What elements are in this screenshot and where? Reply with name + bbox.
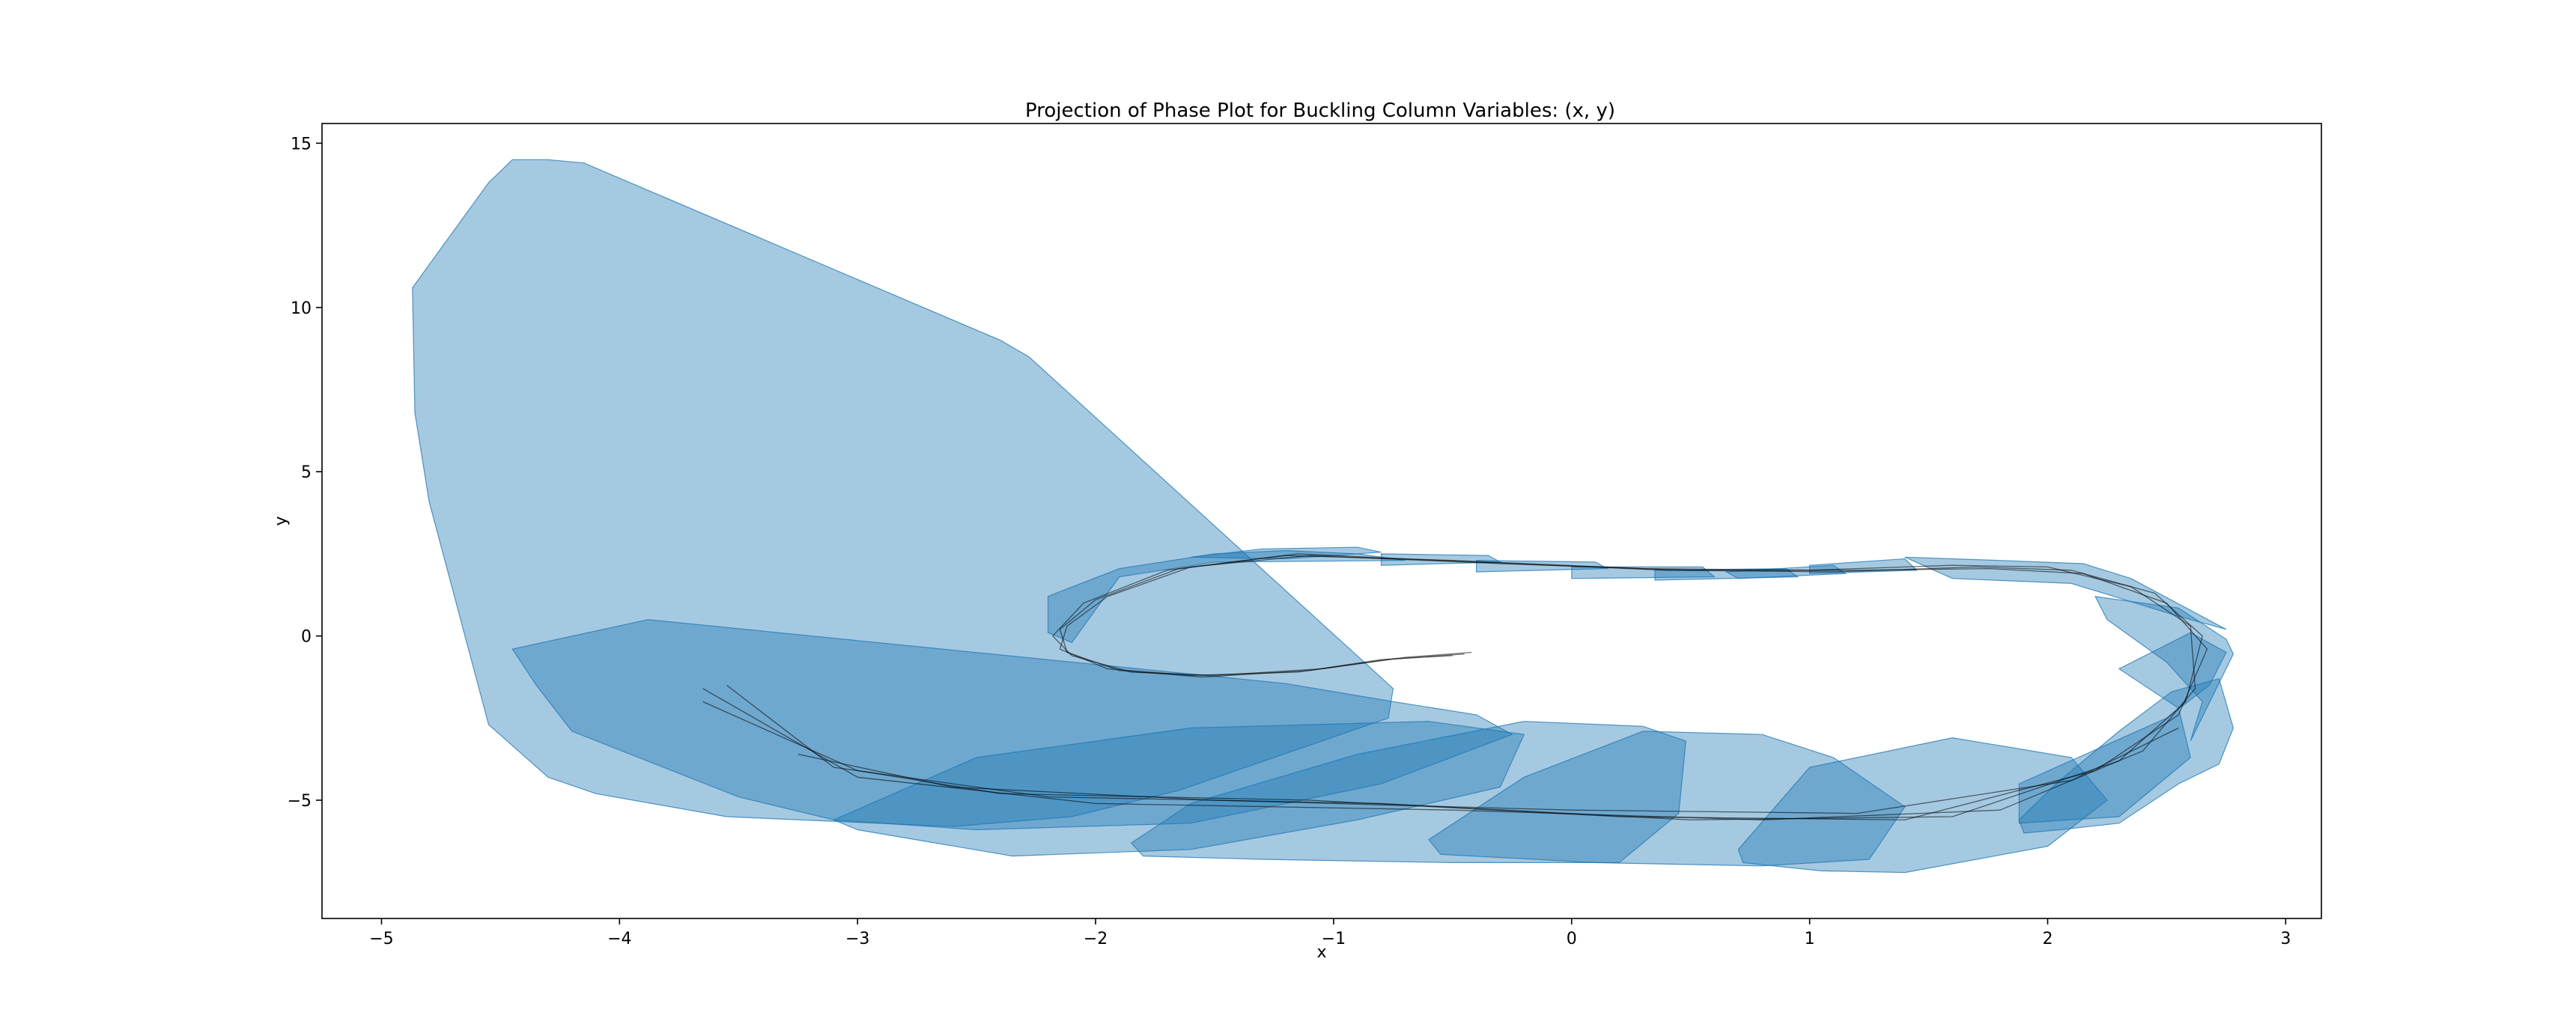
y-axis-label: y — [272, 516, 291, 525]
x-tick-label: −4 — [607, 930, 631, 948]
x-tick-label: −1 — [1322, 930, 1346, 948]
y-tick-label: −5 — [288, 792, 312, 811]
x-tick-label: 0 — [1567, 930, 1577, 948]
x-tick-label: −3 — [845, 930, 869, 948]
x-tick-label: 3 — [2280, 930, 2291, 948]
trajectory-line-3 — [702, 555, 2208, 820]
x-tick-label: 2 — [2042, 930, 2053, 948]
trajectory-line-4 — [798, 727, 2179, 814]
trajectory-line-2 — [726, 553, 2203, 820]
x-axis-ticks: −5 −4 −3 −2 −1 0 1 2 3 — [369, 918, 2291, 948]
x-tick-label: −5 — [369, 930, 393, 948]
x-tick-label: 1 — [1805, 930, 1815, 948]
plot-frame — [321, 123, 2322, 919]
trajectory-lines — [702, 553, 2208, 820]
reachable-set-polygon-8 — [2018, 632, 2227, 824]
reachable-set-polygon-1 — [412, 159, 1394, 827]
reachable-set-polygon-10 — [1904, 556, 2227, 630]
reachable-set-polygon-3 — [832, 721, 1525, 857]
y-tick-label: 15 — [291, 135, 312, 153]
y-tick-label: 10 — [291, 299, 312, 318]
reachable-set-polygon-5 — [1428, 731, 1906, 867]
x-axis-label: x — [1316, 943, 1326, 962]
y-tick-label: 0 — [301, 628, 312, 647]
reachable-set-polygon-6 — [1737, 737, 2108, 874]
y-tick-label: 5 — [301, 463, 312, 482]
reachable-set-polygon-4 — [1130, 721, 1686, 864]
reachable-set-polygons — [412, 159, 2235, 874]
chart-title: Projection of Phase Plot for Buckling Co… — [1025, 100, 1615, 122]
reachable-set-polygon-2 — [511, 619, 1513, 831]
y-axis-ticks: −5 0 5 10 15 — [288, 135, 322, 811]
x-tick-label: −2 — [1084, 930, 1108, 948]
reachable-set-polygon-7 — [2018, 677, 2235, 834]
